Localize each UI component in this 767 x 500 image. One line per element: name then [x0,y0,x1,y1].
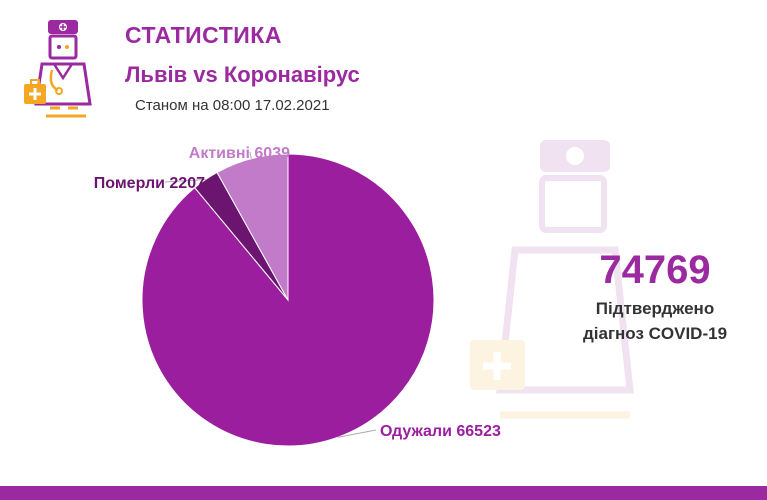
as-of-date: Станом на 08:00 17.02.2021 [135,97,330,114]
confirmed-caption-line1: Підтверджено [595,299,715,318]
confirmed-caption: Підтверджено діагноз COVID-19 [560,296,750,346]
page-subtitle: Львів vs Коронавірус [125,62,360,87]
page-title: СТАТИСТИКА [125,22,282,48]
slice-label: Померли 2207 [94,175,205,192]
confirmed-total: 74769 [599,248,711,292]
doctor-watermark-icon [470,140,634,419]
slice-label: Одужали 66523 [380,423,501,440]
leader-line [249,151,252,159]
leader-line [164,179,206,183]
footer-bar [0,486,767,500]
leader-line [337,429,377,438]
slice-label: Активні 6039 [189,145,290,162]
confirmed-caption-line2: діагноз COVID-19 [582,324,728,343]
doctor-icon [24,20,92,118]
